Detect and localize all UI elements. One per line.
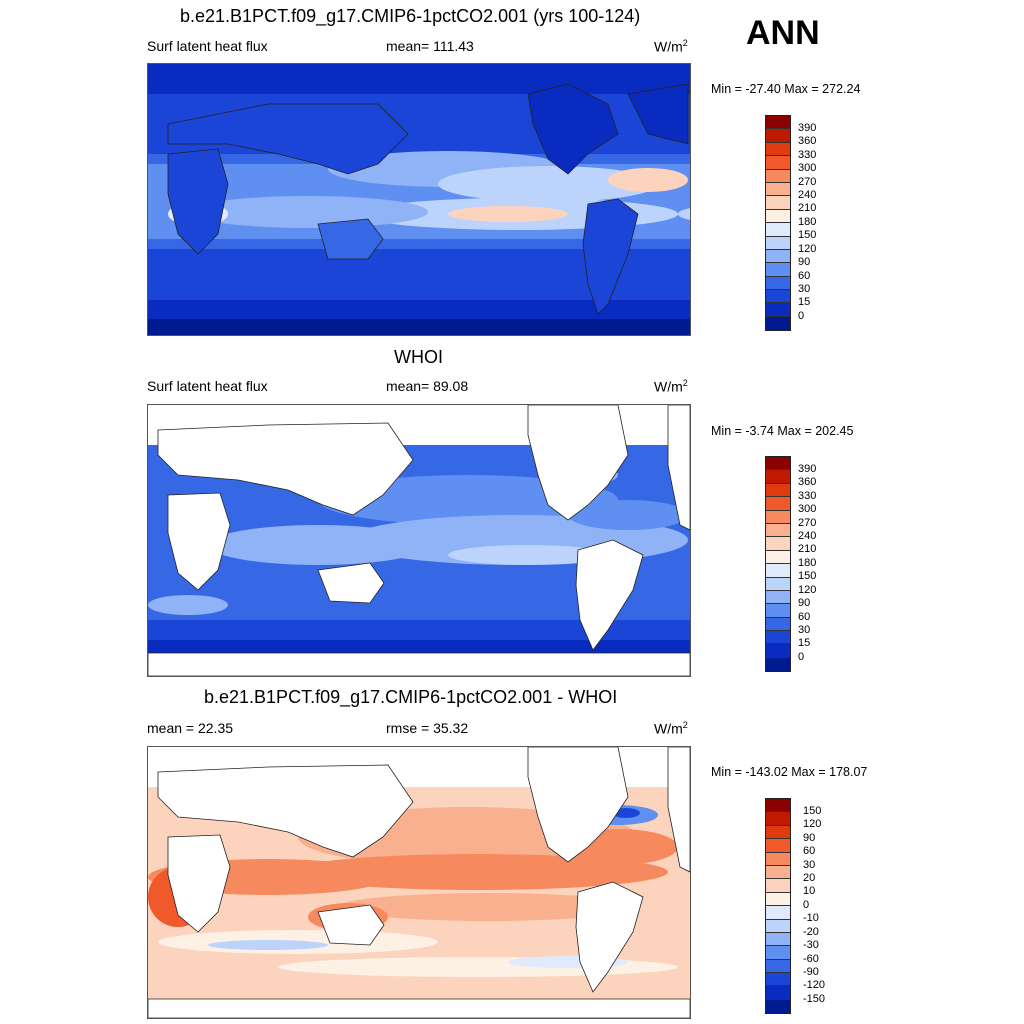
panel3-colorbar-label: -150 bbox=[803, 993, 826, 1005]
panel1-colorbar bbox=[765, 115, 791, 332]
panel2-colorbar-label: 210 bbox=[798, 543, 817, 555]
panel1-colorbar-label: 0 bbox=[798, 310, 805, 322]
panel2-map bbox=[147, 404, 691, 677]
panel2-colorbar-label: 15 bbox=[798, 637, 811, 649]
panel3-colorbar-label: 60 bbox=[803, 845, 816, 857]
panel2-minmax: Min = -3.74 Max = 202.45 bbox=[711, 424, 854, 438]
panel1-colorbar-label: 330 bbox=[798, 149, 817, 161]
panel2-colorbar-label: 240 bbox=[798, 530, 817, 542]
panel1-colorbar-label: 210 bbox=[798, 202, 817, 214]
panel1-colorbar-label: 360 bbox=[798, 135, 817, 147]
panel3-mean-label: mean = 22.35 bbox=[147, 720, 234, 736]
panel1-colorbar-label: 180 bbox=[798, 216, 817, 228]
panel3-colorbar-label: 0 bbox=[803, 899, 810, 911]
panel2-units: W/m2 bbox=[654, 378, 688, 395]
panel3-colorbar-label: 120 bbox=[803, 818, 822, 830]
panel1-colorbar-label: 90 bbox=[798, 256, 811, 268]
panel1-colorbar-label: 390 bbox=[798, 122, 817, 134]
panel3-colorbar-label: 20 bbox=[803, 872, 816, 884]
panel2-colorbar-label: 60 bbox=[798, 611, 811, 623]
panel3-colorbar-label: -20 bbox=[803, 926, 819, 938]
panel3-colorbar-label: 150 bbox=[803, 805, 822, 817]
panel2-colorbar-label: 90 bbox=[798, 597, 811, 609]
panel2-colorbar-label: 150 bbox=[798, 570, 817, 582]
panel2-colorbar-label: 390 bbox=[798, 463, 817, 475]
panel3-colorbar-label: 30 bbox=[803, 859, 816, 871]
panel1-colorbar-label: 150 bbox=[798, 229, 817, 241]
panel2-colorbar-label: 0 bbox=[798, 651, 805, 663]
panel2-colorbar bbox=[765, 456, 791, 673]
panel1-colorbar-label: 270 bbox=[798, 176, 817, 188]
panel3-colorbar-label: 10 bbox=[803, 885, 816, 897]
panel1-units: W/m2 bbox=[654, 38, 688, 55]
panel3-minmax: Min = -143.02 Max = 178.07 bbox=[711, 765, 868, 779]
panel2-colorbar-label: 180 bbox=[798, 557, 817, 569]
panel3-colorbar-label: 90 bbox=[803, 832, 816, 844]
panel3-colorbar-label: -120 bbox=[803, 979, 826, 991]
panel1-mean-label: mean= 111.43 bbox=[386, 38, 474, 54]
panel2-colorbar-label: 120 bbox=[798, 584, 817, 596]
panel3-units: W/m2 bbox=[654, 720, 688, 737]
panel2-mean-label: mean= 89.08 bbox=[386, 378, 469, 394]
panel1-colorbar-label: 300 bbox=[798, 162, 817, 174]
panel1-title: b.e21.B1PCT.f09_g17.CMIP6-1pctCO2.001 (y… bbox=[180, 6, 641, 26]
panel3-colorbar-label: -90 bbox=[803, 966, 819, 978]
panel1-colorbar-label: 120 bbox=[798, 243, 817, 255]
panel1-variable-label: Surf latent heat flux bbox=[147, 38, 268, 54]
panel2-colorbar-label: 300 bbox=[798, 503, 817, 515]
panel2-colorbar-label: 330 bbox=[798, 490, 817, 502]
panel3-rmse-label: rmse = 35.32 bbox=[386, 720, 469, 736]
panel3-map bbox=[147, 746, 691, 1019]
season-label: ANN bbox=[746, 14, 820, 52]
panel1-colorbar-label: 240 bbox=[798, 189, 817, 201]
panel2-colorbar-label: 270 bbox=[798, 517, 817, 529]
panel3-colorbar-label: -60 bbox=[803, 953, 819, 965]
panel1-colorbar-label: 60 bbox=[798, 270, 811, 282]
panel3-title: b.e21.B1PCT.f09_g17.CMIP6-1pctCO2.001 - … bbox=[204, 687, 618, 707]
panel1-map bbox=[147, 63, 691, 336]
panel1-minmax: Min = -27.40 Max = 272.24 bbox=[711, 82, 861, 96]
panel2-variable-label: Surf latent heat flux bbox=[147, 378, 268, 394]
panel1-colorbar-label: 15 bbox=[798, 296, 811, 308]
panel3-colorbar-label: -10 bbox=[803, 912, 819, 924]
panel2-colorbar-label: 360 bbox=[798, 476, 817, 488]
panel3-colorbar bbox=[765, 798, 791, 1015]
panel2-title: WHOI bbox=[394, 347, 443, 367]
panel1-colorbar-label: 30 bbox=[798, 283, 811, 295]
panel3-colorbar-label: -30 bbox=[803, 939, 819, 951]
panel2-colorbar-label: 30 bbox=[798, 624, 811, 636]
